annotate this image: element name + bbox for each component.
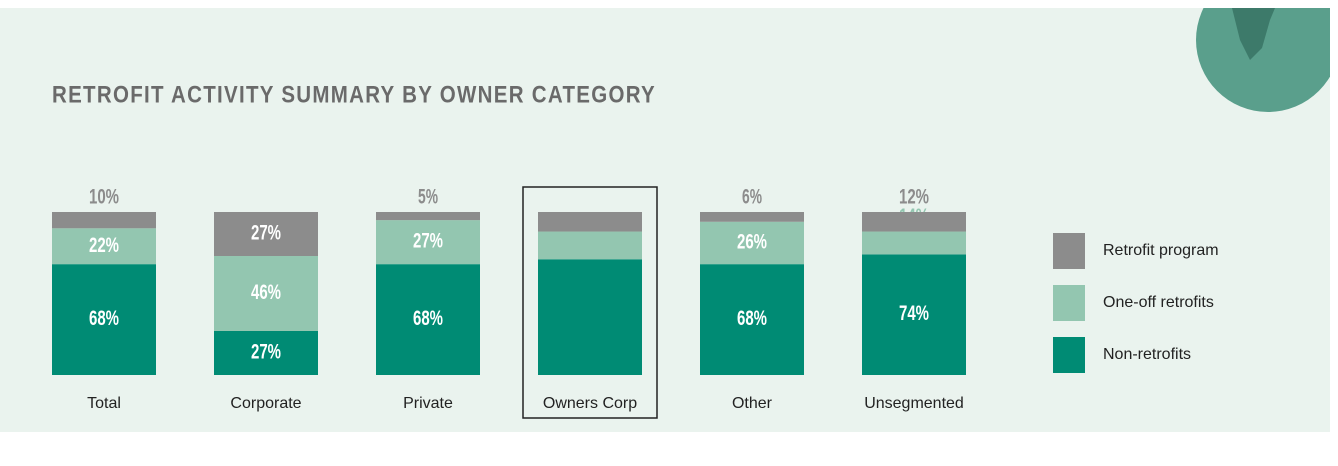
bar-segment <box>538 232 642 260</box>
x-tick-label: Owners Corp <box>543 395 637 412</box>
bar-segment <box>700 212 804 222</box>
x-tick-label: Other <box>732 395 773 412</box>
legend-swatch <box>1053 285 1085 321</box>
value-label: 27% <box>251 341 281 364</box>
chart: RETROFIT ACTIVITY SUMMARY BY OWNER CATEG… <box>0 0 1338 461</box>
bar-segment <box>376 212 480 220</box>
value-label: 10% <box>89 186 119 209</box>
legend-swatch <box>1053 337 1085 373</box>
bar-segment <box>538 212 642 232</box>
x-tick-label: Total <box>87 395 121 412</box>
legend-label: One-off retrofits <box>1103 294 1214 311</box>
value-label: 26% <box>737 231 767 254</box>
panel <box>0 8 1330 432</box>
legend-label: Non-retrofits <box>1103 346 1191 363</box>
x-tick-label: Unsegmented <box>864 395 964 412</box>
bar-segment <box>862 232 966 255</box>
legend-swatch <box>1053 233 1085 269</box>
value-label: 74% <box>899 302 929 325</box>
bar-segment <box>862 212 966 232</box>
bar-segment <box>52 212 156 228</box>
x-tick-label: Private <box>403 395 453 412</box>
legend-label: Retrofit program <box>1103 242 1219 259</box>
value-label: 27% <box>413 230 443 253</box>
value-label: 12% <box>899 186 929 209</box>
value-label: 5% <box>418 186 438 209</box>
value-label: 68% <box>413 307 443 330</box>
value-label: 46% <box>251 281 281 304</box>
value-label: 27% <box>251 222 281 245</box>
bar-segment <box>538 259 642 375</box>
x-tick-label: Corporate <box>230 395 301 412</box>
chart-title: RETROFIT ACTIVITY SUMMARY BY OWNER CATEG… <box>52 81 656 108</box>
value-label: 68% <box>737 307 767 330</box>
value-label: 68% <box>89 307 119 330</box>
value-label: 22% <box>89 234 119 257</box>
value-label: 6% <box>742 186 762 209</box>
